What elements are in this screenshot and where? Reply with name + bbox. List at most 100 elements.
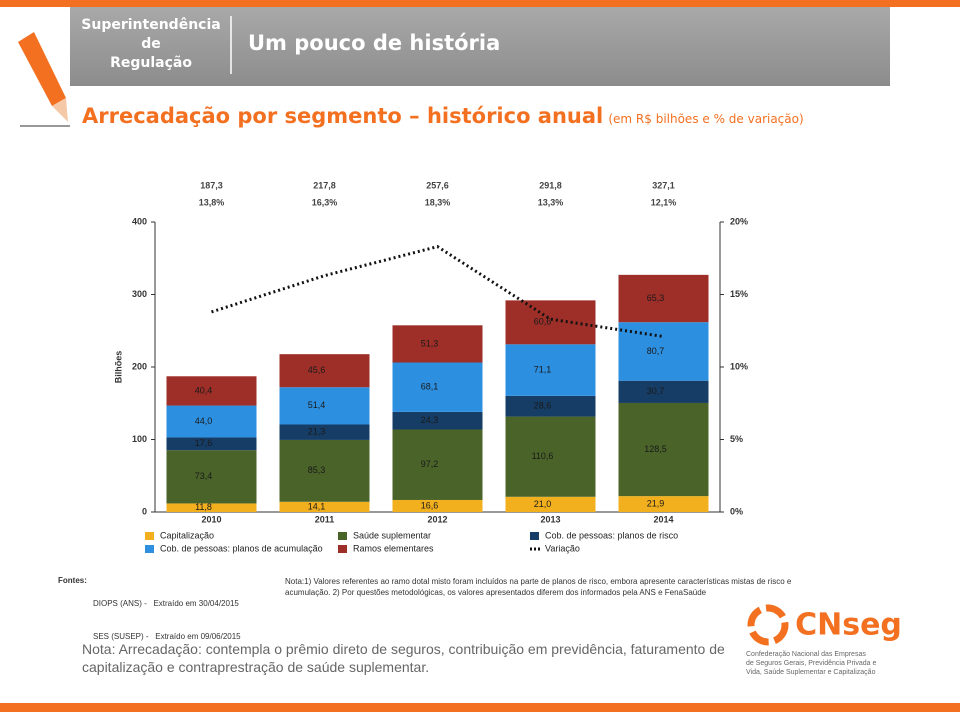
chart-note: Nota:1) Valores referentes ao ramo dotal…: [285, 577, 792, 597]
bar-segment: [618, 322, 709, 381]
footer-note: Nota: Arrecadação: contempla o prêmio di…: [82, 641, 725, 675]
legend-swatch: [145, 545, 154, 553]
data-label: 65,3: [647, 293, 665, 303]
y-tick-label: 300: [132, 289, 147, 299]
data-label: 21,9: [647, 498, 665, 508]
logo-line: Confederação Nacional das Empresas: [746, 651, 866, 658]
y2-tick-label: 0%: [730, 506, 743, 516]
data-label: 110,6: [532, 451, 554, 461]
bar-segment: [166, 405, 257, 438]
data-label: 40,4: [195, 385, 213, 395]
data-label: 28,6: [534, 401, 552, 411]
variation-label: 18,3%: [425, 197, 451, 207]
data-label: 97,2: [421, 459, 439, 469]
y2-tick-label: 15%: [730, 289, 748, 299]
bar-segment: [392, 325, 483, 363]
bar-segment: [166, 376, 257, 406]
data-label: 21,0: [534, 499, 552, 509]
bar-segment: [279, 439, 370, 502]
legend-swatch: [338, 545, 347, 553]
legend-label: Cob. de pessoas: planos de risco: [545, 530, 678, 540]
logo-lines: Confederação Nacional das Empresas de Se…: [746, 650, 906, 677]
legend-label: Saúde suplementar: [353, 530, 431, 540]
bar-segment: [279, 354, 370, 388]
legend-swatch: [145, 532, 154, 540]
total-label: 327,1: [652, 180, 675, 190]
legend-swatch: [530, 532, 539, 540]
variation-label: 13,8%: [199, 197, 225, 207]
logo-line: de Seguros Gerais, Previdência Privada e: [746, 660, 877, 667]
logo-name: CNseg: [795, 607, 902, 643]
bar-segment: [392, 429, 483, 500]
data-label: 51,3: [421, 338, 439, 348]
bar-segment: [618, 402, 709, 497]
variation-label: 12,1%: [651, 197, 677, 207]
y2-tick-label: 5%: [730, 434, 743, 444]
org-line: Regulação: [110, 55, 192, 71]
total-label: 291,8: [539, 180, 562, 190]
bar-segment: [505, 416, 596, 497]
source-line: DIOPS (ANS) - Extraído em 30/04/2015: [93, 599, 239, 608]
y2-tick-label: 10%: [730, 361, 748, 371]
logo: CNseg Confederação Nacional das Empresas…: [746, 600, 906, 677]
data-label: 128,5: [644, 444, 667, 454]
data-label: 11,8: [195, 502, 212, 512]
sources: DIOPS (ANS) - Extraído em 30/04/2015 SES…: [93, 576, 241, 653]
source-line: SES (SUSEP) - Extraído em 09/06/2015: [93, 632, 241, 641]
total-label: 187,3: [200, 180, 223, 190]
data-label: 45,6: [308, 365, 326, 375]
bar-segment: [618, 496, 709, 512]
data-label: 60,6: [534, 317, 552, 327]
header-org: Superintendência de Regulação: [70, 16, 232, 73]
bar-segment: [392, 499, 483, 512]
org-line: de: [141, 36, 161, 52]
org-line: Superintendência: [81, 17, 221, 33]
data-label: 17,6: [195, 438, 213, 448]
total-label: 217,8: [313, 180, 336, 190]
y2-tick-label: 20%: [730, 216, 748, 226]
bar-segment: [505, 496, 596, 512]
data-label: 51,4: [308, 400, 326, 410]
data-label: 73,4: [195, 471, 213, 481]
bar-segment: [618, 274, 709, 323]
sources-label: Fontes:: [58, 576, 87, 585]
header-title: Um pouco de história: [248, 31, 501, 55]
legend-label: Capitalização: [160, 530, 214, 540]
header-bar: [70, 7, 890, 86]
pencil-icon: [18, 32, 70, 127]
x-tick-label: 2014: [653, 514, 673, 524]
y-axis-label: Bilhões: [113, 351, 123, 384]
data-label: 80,7: [647, 346, 665, 356]
data-label: 68,1: [421, 382, 439, 392]
data-label: 16,6: [421, 500, 439, 510]
bar-segment: [392, 362, 483, 412]
x-tick-label: 2013: [540, 514, 560, 524]
legend-label: Cob. de pessoas: planos de acumulação: [160, 543, 323, 553]
bar-segment: [505, 300, 596, 345]
bar-segment: [392, 411, 483, 430]
bar-segment: [166, 503, 257, 512]
data-label: 71,1: [534, 364, 552, 374]
x-tick-label: 2012: [427, 514, 447, 524]
x-tick-label: 2011: [315, 514, 335, 524]
bar-segment: [505, 395, 596, 417]
y-tick-label: 100: [132, 434, 147, 444]
bar-segment: [505, 344, 596, 396]
data-label: 24,3: [421, 415, 439, 425]
x-tick-label: 2010: [201, 514, 221, 524]
y-tick-label: 200: [132, 361, 147, 371]
bar-segment: [279, 501, 370, 512]
y-tick-label: 0: [142, 506, 147, 516]
bar-segment: [166, 450, 257, 504]
data-label: 14,1: [308, 501, 326, 511]
data-label: 44,0: [195, 416, 213, 426]
legend-label: Ramos elementares: [353, 543, 434, 553]
legend-label: Variação: [545, 543, 580, 553]
top-stripe: [0, 0, 960, 7]
bar-segment: [618, 380, 709, 403]
bar-segment: [166, 437, 257, 451]
variation-label: 16,3%: [312, 197, 338, 207]
bar-segment: [279, 424, 370, 440]
data-label: 30,7: [647, 386, 665, 396]
